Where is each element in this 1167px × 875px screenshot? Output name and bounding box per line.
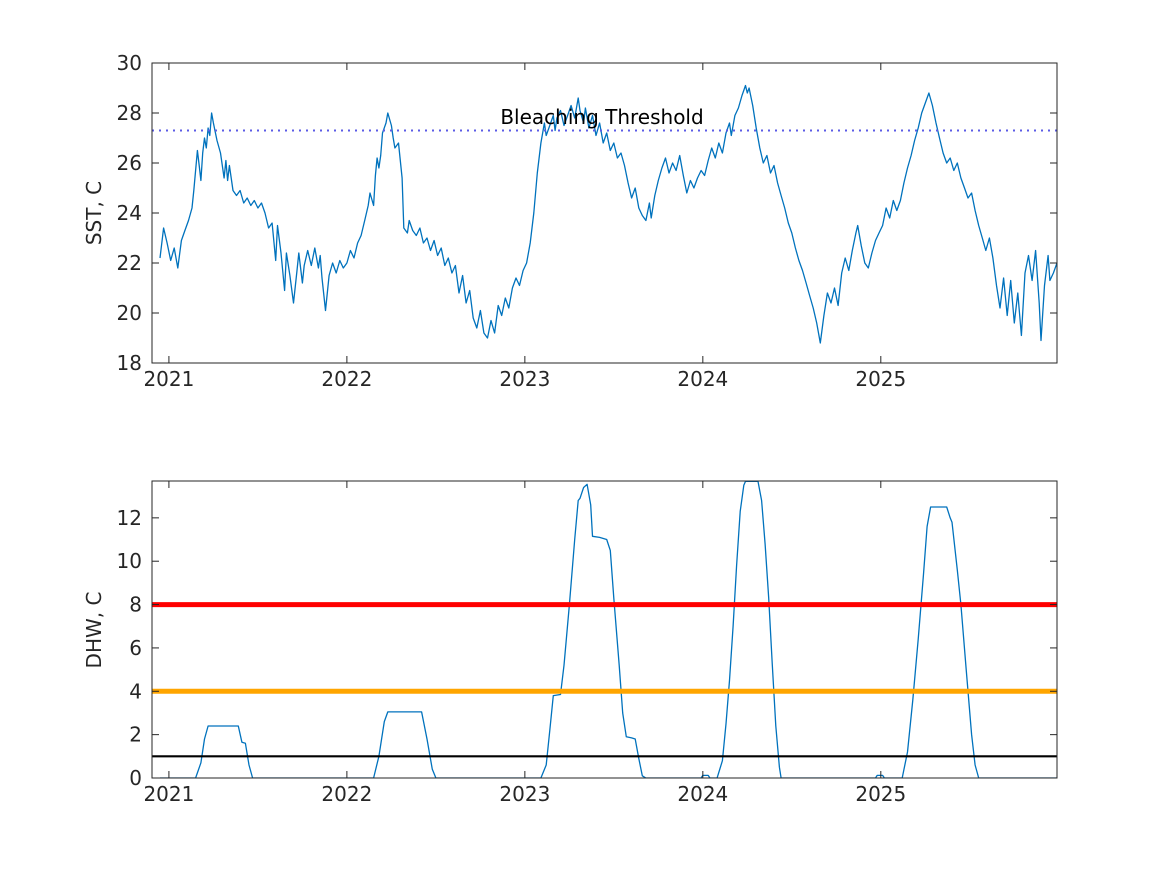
dhw-axis-label: DHW, C — [82, 591, 106, 669]
y-tick-label: 2 — [129, 723, 142, 747]
x-tick-label: 2025 — [855, 782, 906, 806]
x-tick-label: 2024 — [677, 367, 728, 391]
y-tick-label: 22 — [117, 251, 142, 275]
x-tick-label: 2022 — [321, 367, 372, 391]
y-tick-label: 28 — [117, 101, 142, 125]
x-tick-label: 2025 — [855, 367, 906, 391]
x-tick-label: 2024 — [677, 782, 728, 806]
y-tick-label: 4 — [129, 679, 142, 703]
dhw-series — [160, 481, 1057, 778]
y-tick-label: 18 — [117, 351, 142, 375]
y-tick-label: 26 — [117, 151, 142, 175]
axes-box — [151, 480, 1058, 779]
x-tick-label: 2021 — [143, 782, 194, 806]
y-tick-label: 20 — [117, 301, 142, 325]
y-tick-label: 6 — [129, 636, 142, 660]
y-tick-label: 24 — [117, 201, 142, 225]
sst-series — [159, 84, 1057, 344]
x-tick-label: 2022 — [321, 782, 372, 806]
x-tick-label: 2021 — [143, 367, 194, 391]
bleaching-threshold-annotation: Bleaching Threshold — [500, 105, 704, 129]
sst-axis-label: SST, C — [82, 180, 106, 246]
y-tick-label: 10 — [117, 549, 142, 573]
x-tick-label: 2023 — [499, 782, 550, 806]
y-tick-label: 0 — [129, 766, 142, 790]
y-tick-label: 30 — [117, 51, 142, 75]
y-tick-label: 8 — [129, 593, 142, 617]
x-tick-label: 2023 — [499, 367, 550, 391]
y-tick-label: 12 — [117, 506, 142, 530]
